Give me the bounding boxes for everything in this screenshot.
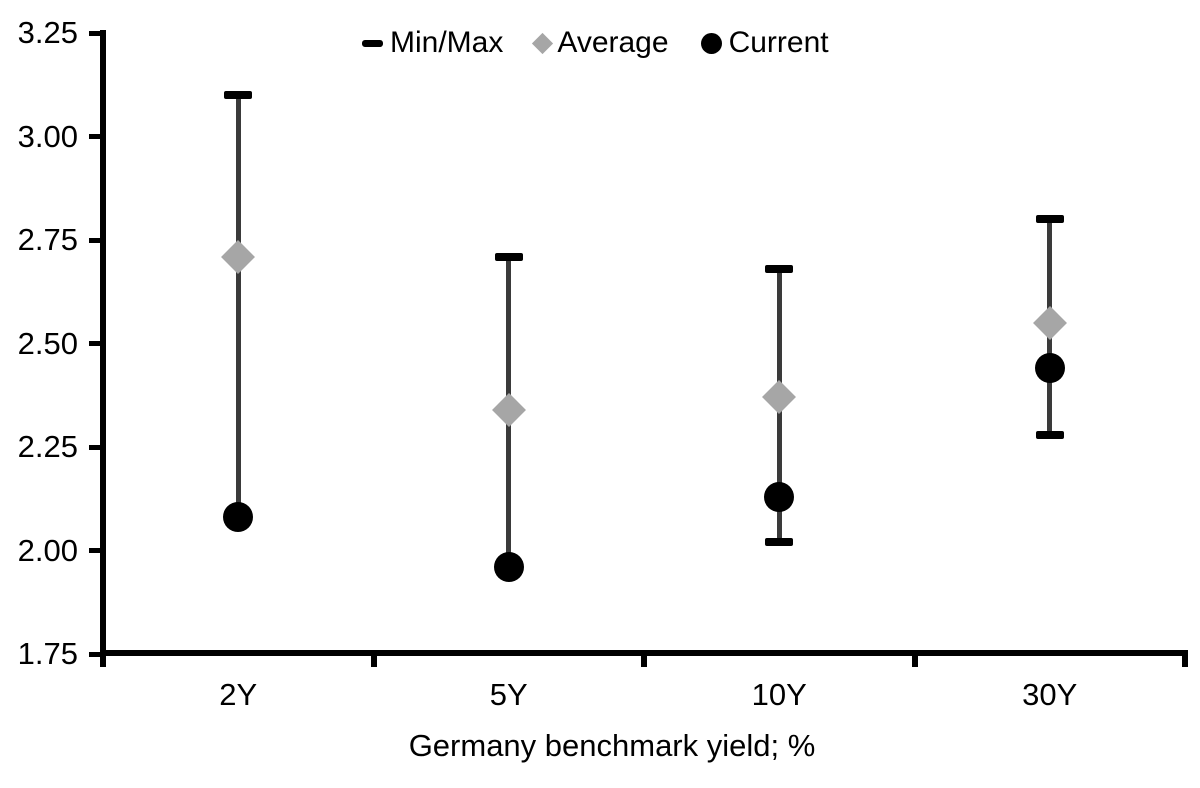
y-axis-tick-label: 2.25	[17, 429, 78, 464]
y-axis-tick	[89, 237, 101, 243]
y-axis-tick	[89, 651, 101, 657]
y-axis-tick	[89, 134, 101, 139]
y-axis-tick-label: 3.25	[17, 15, 78, 50]
y-axis-tick	[89, 30, 101, 36]
y-axis-tick-label: 1.75	[17, 636, 78, 671]
y-axis-line	[100, 30, 106, 658]
current-marker	[764, 481, 795, 512]
current-circle-icon	[700, 32, 722, 54]
y-axis-tick	[89, 548, 101, 553]
legend-item-average: Average	[532, 26, 669, 60]
x-axis-title: Germany benchmark yield; %	[408, 728, 816, 763]
x-axis-category-label: 5Y	[489, 677, 528, 712]
legend-item-minmax: Min/Max	[362, 26, 503, 60]
y-axis-tick	[89, 444, 101, 450]
y-axis-tick-label: 2.50	[17, 325, 78, 361]
max-cap	[494, 252, 523, 261]
x-axis-tick	[370, 650, 377, 667]
max-cap	[765, 264, 794, 273]
y-axis-tick	[89, 341, 101, 346]
x-axis-category-label: 30Y	[1022, 677, 1078, 712]
max-cap	[1035, 215, 1064, 224]
legend-label-current: Current	[728, 26, 829, 59]
minmax-dash-icon	[362, 39, 383, 47]
current-marker	[493, 552, 524, 583]
legend-item-current: Current	[700, 26, 829, 60]
y-axis-tick-label: 2.00	[17, 532, 78, 568]
average-marker	[491, 392, 526, 427]
legend-label-average: Average	[557, 26, 669, 59]
x-axis-tick	[911, 650, 918, 667]
average-diamond-icon	[532, 32, 554, 54]
average-marker	[762, 380, 797, 415]
x-axis-category-label: 10Y	[751, 677, 807, 712]
chart-legend: Min/Max Average Current	[362, 24, 829, 62]
current-marker	[223, 502, 254, 533]
y-axis-tick-label: 2.75	[17, 222, 78, 257]
average-marker	[1032, 305, 1067, 340]
x-axis-tick	[100, 650, 106, 667]
max-cap	[224, 91, 253, 100]
legend-label-minmax: Min/Max	[390, 26, 504, 59]
average-marker	[221, 239, 256, 274]
current-marker	[1034, 353, 1065, 384]
x-axis-tick	[1182, 650, 1188, 667]
min-cap	[765, 538, 794, 547]
min-cap	[1035, 430, 1064, 439]
x-axis-category-label: 2Y	[219, 677, 258, 712]
y-axis-tick-label: 3.00	[17, 118, 78, 154]
minmax-whisker	[235, 95, 241, 518]
x-axis-tick	[641, 650, 647, 667]
